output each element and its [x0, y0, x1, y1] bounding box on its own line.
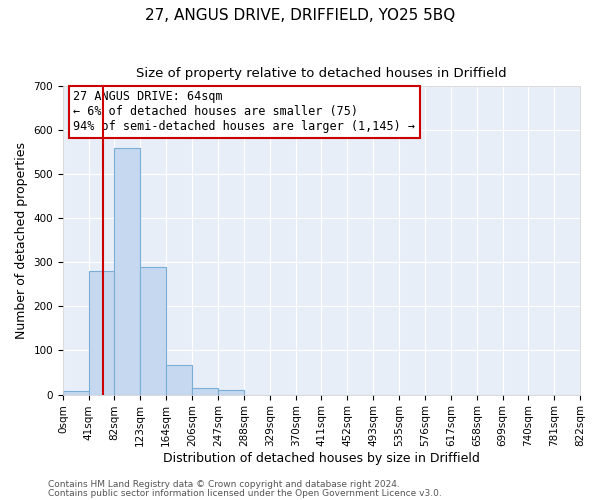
Bar	[218, 390, 244, 394]
Bar	[63, 391, 89, 394]
Bar	[166, 364, 193, 394]
Bar	[115, 148, 140, 394]
Text: 27, ANGUS DRIVE, DRIFFIELD, YO25 5BQ: 27, ANGUS DRIVE, DRIFFIELD, YO25 5BQ	[145, 8, 455, 22]
Y-axis label: Number of detached properties: Number of detached properties	[15, 142, 28, 338]
Bar	[89, 271, 115, 394]
Title: Size of property relative to detached houses in Driffield: Size of property relative to detached ho…	[136, 68, 507, 80]
Text: Contains HM Land Registry data © Crown copyright and database right 2024.: Contains HM Land Registry data © Crown c…	[48, 480, 400, 489]
Bar	[140, 266, 166, 394]
Text: 27 ANGUS DRIVE: 64sqm
← 6% of detached houses are smaller (75)
94% of semi-detac: 27 ANGUS DRIVE: 64sqm ← 6% of detached h…	[73, 90, 415, 134]
X-axis label: Distribution of detached houses by size in Driffield: Distribution of detached houses by size …	[163, 452, 480, 465]
Bar	[193, 388, 218, 394]
Text: Contains public sector information licensed under the Open Government Licence v3: Contains public sector information licen…	[48, 488, 442, 498]
